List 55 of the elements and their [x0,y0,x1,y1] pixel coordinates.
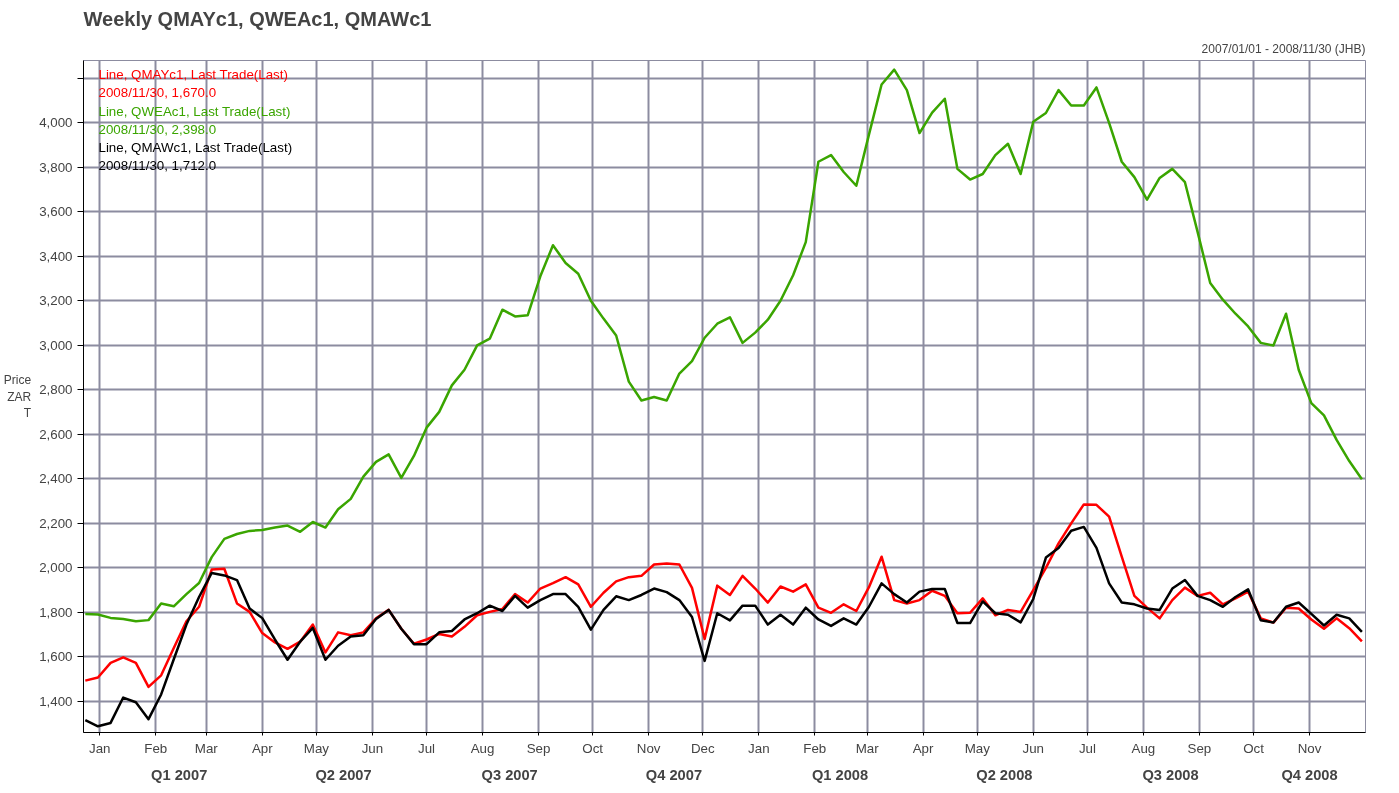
y-tick-label: 1,600 [39,649,73,665]
text: Line, QWEAc1, Last Trade(Last) [98,103,291,119]
x2-tick-label: Q4 2007 [645,766,703,783]
x-tick-label: Aug [1131,740,1156,756]
x2-tick-label: Q3 2007 [481,766,538,783]
y-tick-label: 2,000 [39,560,73,576]
x2-tick-label: Q4 2008 [1281,766,1338,783]
x-tick-label: Mar [194,740,219,756]
x2-tick-label: Q1 2008 [811,766,869,783]
y-tick-label: 1,800 [39,604,73,620]
y-axis-title: Price ZAR T [3,372,32,421]
annotation: 2008/11/30, 1,670.0 [98,85,217,101]
x-tick-label: Jan [89,740,111,756]
x-tick-label: Oct [582,740,604,756]
y-tick-label: 3,800 [39,159,73,175]
y-tick-label: 2,600 [39,426,73,442]
x-tick-label: Oct [1243,740,1265,756]
x-tick-label: Feb [144,740,168,756]
x-tick-label: Jul [418,740,436,756]
x-tick-label: Jun [1022,740,1045,756]
y-tick-label: 2,400 [39,471,73,487]
chart-subtitle: 2007/01/01 - 2008/11/30 (JHB) [1201,41,1366,56]
y-tick-label: 3,600 [39,204,73,220]
x-tick-label: Feb [803,740,827,756]
x-tick-label: Sep [526,740,551,756]
y-tick-label: 2,200 [39,515,73,531]
x-tick-label: May [964,740,991,756]
x-tick-label: May [303,740,330,756]
y-tick-label: 1,400 [39,693,73,709]
x-tick-label: Mar [855,740,880,756]
x-tick-label: Jul [1078,740,1096,756]
x-tick-label: Apr [251,740,274,756]
chart-title: Weekly QMAYc1, QWEAc1, QMAWc1 [83,7,432,30]
x2-tick-label: Q1 2007 [151,766,208,783]
x-tick-label: Nov [636,740,661,756]
x-tick-label: Dec [690,740,716,756]
x-tick-label: Jun [361,740,384,756]
y-tick-label: 3,200 [39,293,73,309]
x2-tick-label: Q3 2008 [1142,766,1199,783]
text: Line, QMAYc1, Last Trade(Last) [98,67,288,83]
annotation: 2008/11/30, 2,398.0 [98,121,217,137]
x-tick-label: Aug [470,740,495,756]
x2-tick-label: Q2 2007 [315,766,372,783]
x-tick-label: Apr [912,740,935,756]
line-series [84,68,1364,623]
y-tick-label: 4,000 [39,115,73,131]
y-tick-label: 3,400 [39,248,73,264]
x2-tick-label: Q2 2008 [976,766,1033,783]
y-tick-label: 3,000 [39,337,73,353]
x-tick-label: Nov [1297,740,1322,756]
y-tick-label: 2,800 [39,382,73,398]
x-tick-label: Jan [748,740,770,756]
text: Line, QMAWc1, Last Trade(Last) [98,139,293,155]
x-tick-label: Sep [1187,740,1212,756]
annotation: 2008/11/30, 1,712.0 [98,157,217,173]
